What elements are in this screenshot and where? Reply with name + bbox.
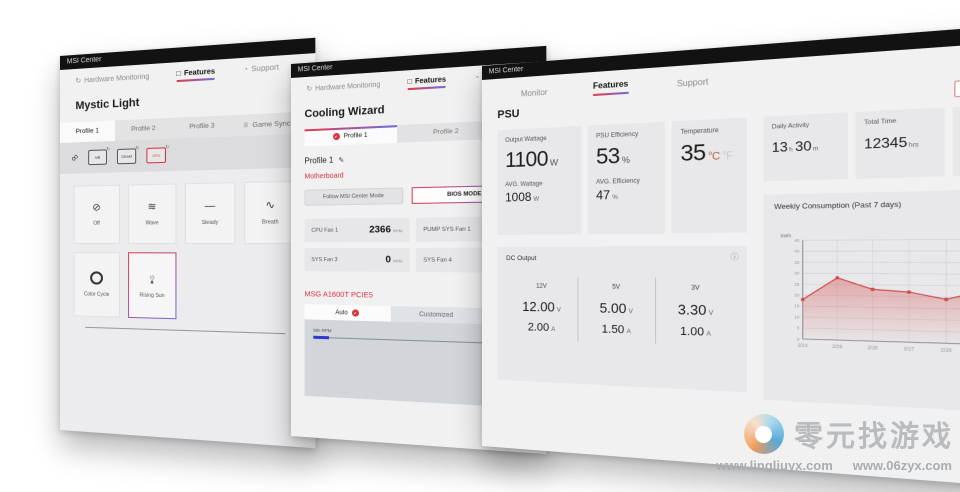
watermark-brand: 零元找游戏: [794, 413, 954, 455]
realtime-dashboard-button[interactable]: Real-time Dashboard: [954, 75, 960, 98]
effect-off[interactable]: ⊘ Off: [74, 185, 120, 244]
rail-5v: 5V 5.00V 1.50A: [579, 284, 655, 337]
features-icon: [176, 70, 180, 78]
effect-rising-sun[interactable]: ☼▲ Rising Sun: [129, 253, 175, 318]
fan-card-cpu-fan-1: CPU Fan 1 2366RPM: [305, 218, 410, 242]
effect-steady[interactable]: — Steady: [185, 182, 236, 244]
active-tab-underline: [407, 86, 446, 90]
nav-monitor[interactable]: Monitor: [521, 87, 548, 98]
effect-color-cycle[interactable]: Color Cycle: [74, 252, 120, 318]
edit-pencil-icon[interactable]: ✎: [338, 156, 344, 164]
psu-model-label: MSG A1600T PCIE5: [305, 289, 373, 299]
tab-profile-1[interactable]: Profile 1: [60, 120, 115, 143]
svg-text:2/24: 2/24: [798, 342, 809, 348]
hardware-monitoring-icon: [306, 85, 312, 93]
breath-icon: ∿: [266, 200, 275, 211]
watermark-site-1: www.lingliuyx.com: [716, 458, 833, 473]
dc-output-label: DC Output: [506, 255, 736, 263]
support-icon: [474, 74, 479, 82]
total-time-card: Total Time 12345hrs: [855, 107, 945, 178]
svg-text:2/27: 2/27: [904, 346, 916, 352]
info-icon[interactable]: ⓘ: [731, 252, 739, 263]
nav-support[interactable]: Support: [677, 76, 709, 88]
svg-text:0: 0: [797, 337, 800, 342]
rising-sun-icon: ☼▲: [148, 272, 156, 285]
auto-badge-icon: ✔: [352, 309, 359, 316]
tab-profile-1[interactable]: ✔ Profile 1: [305, 125, 397, 146]
weekly-consumption-title: Weekly Consumption (Past 7 days): [774, 198, 960, 211]
device-dram[interactable]: ↻ DRAM: [117, 148, 136, 164]
color-cycle-icon: [90, 271, 103, 284]
steady-icon: —: [205, 201, 216, 212]
weekly-consumption-card: Weekly Consumption (Past 7 days) ⓘ 05101…: [763, 188, 960, 415]
svg-text:5: 5: [797, 326, 800, 331]
svg-text:20: 20: [794, 293, 799, 298]
off-icon: ⊘: [92, 203, 100, 213]
svg-text:15: 15: [794, 304, 799, 309]
temperature-card: Temperature 35°C°F: [672, 118, 747, 234]
refresh-icon: ↻: [136, 145, 140, 151]
watermark: 零元找游戏 www.lingliuyx.com www.06zyx.com: [716, 413, 954, 473]
svg-text:2/28: 2/28: [941, 347, 953, 353]
watermark-site-2: www.06zyx.com: [853, 458, 952, 473]
tab-profile-2[interactable]: Profile 2: [115, 118, 172, 141]
slider-min-label: Min RPM: [313, 328, 331, 334]
effect-wave[interactable]: ≋ Wave: [128, 183, 176, 244]
effects-area: ⊘ Off ≋ Wave — Steady ∿ Breath: [60, 167, 315, 448]
svg-text:45: 45: [794, 238, 799, 243]
rail-12v: 12V 12.00V 2.00A: [506, 283, 578, 335]
features-icon: [407, 78, 411, 86]
crown-icon: ♕: [243, 121, 249, 130]
watermark-logo-icon: [744, 414, 784, 454]
svg-text:25: 25: [794, 282, 799, 287]
nav-features[interactable]: Features: [407, 76, 446, 90]
profile-badge-icon: ✔: [333, 133, 340, 140]
svg-text:kWh: kWh: [781, 233, 792, 239]
effect-breath[interactable]: ∿ Breath: [244, 181, 297, 244]
svg-text:2/25: 2/25: [832, 343, 843, 349]
page-title: Mystic Light: [75, 88, 296, 112]
stats-row: Output Wattage 1100W AVG. Wattage 1008W …: [497, 118, 746, 235]
nav-support[interactable]: Support: [243, 64, 278, 74]
psu-efficiency-card: PSU Efficiency 53% AVG. Efficiency 47%: [588, 122, 665, 234]
hardware-monitoring-icon: [75, 77, 81, 85]
follow-msi-center-mode-button[interactable]: Follow MSI Center Mode: [305, 187, 404, 205]
nav-features[interactable]: Features: [176, 68, 215, 82]
slider-fill: [313, 336, 329, 340]
svg-text:40: 40: [794, 249, 799, 254]
svg-text:10: 10: [794, 315, 799, 320]
total-kwh-card: Total kwh 12345kwh: [953, 102, 960, 176]
output-wattage-card: Output Wattage 1100W AVG. Wattage 1008W: [497, 126, 581, 235]
svg-text:30: 30: [794, 271, 799, 276]
device-gpu[interactable]: ↻ GPU: [147, 147, 167, 163]
refresh-icon: ↻: [165, 144, 169, 150]
nav-hardware-monitoring[interactable]: Hardware Monitoring: [306, 80, 380, 93]
divider: [85, 327, 285, 334]
refresh-icon: ↻: [106, 146, 110, 152]
rail-3v: 3V 3.30V 1.00A: [656, 284, 737, 339]
fan-card-sys-fan-3: SYS Fan 3 0RPM: [305, 248, 410, 272]
device-mb[interactable]: ↻ MB: [88, 149, 107, 165]
selected-effect-border: ☼▲ Rising Sun: [128, 252, 176, 319]
page-title: PSU: [497, 108, 519, 121]
weekly-consumption-chart: 0 5 10 15 20 25 30 35 40 45kWh 2/24 2/25 2/26 2/27 2/2…: [774, 209, 960, 393]
svg-text:2/26: 2/26: [868, 345, 879, 351]
nav-hardware-monitoring[interactable]: Hardware Monitoring: [75, 72, 149, 85]
svg-text:35: 35: [794, 260, 799, 265]
window-mystic-light: MSI Center Hardware Monitoring Features …: [60, 38, 315, 449]
active-tab-underline: [176, 78, 215, 82]
support-icon: [243, 66, 248, 74]
dc-output-card: DC Output ⓘ 12V 12.00V 2.00A 5V 5.00V 1.…: [497, 246, 746, 392]
tab-profile-3[interactable]: Profile 3: [172, 115, 232, 139]
wave-icon: ≋: [148, 202, 157, 212]
daily-activity-card: Daily Activity 13h30m: [763, 112, 847, 181]
sync-link-icon[interactable]: ∞: [69, 151, 81, 164]
